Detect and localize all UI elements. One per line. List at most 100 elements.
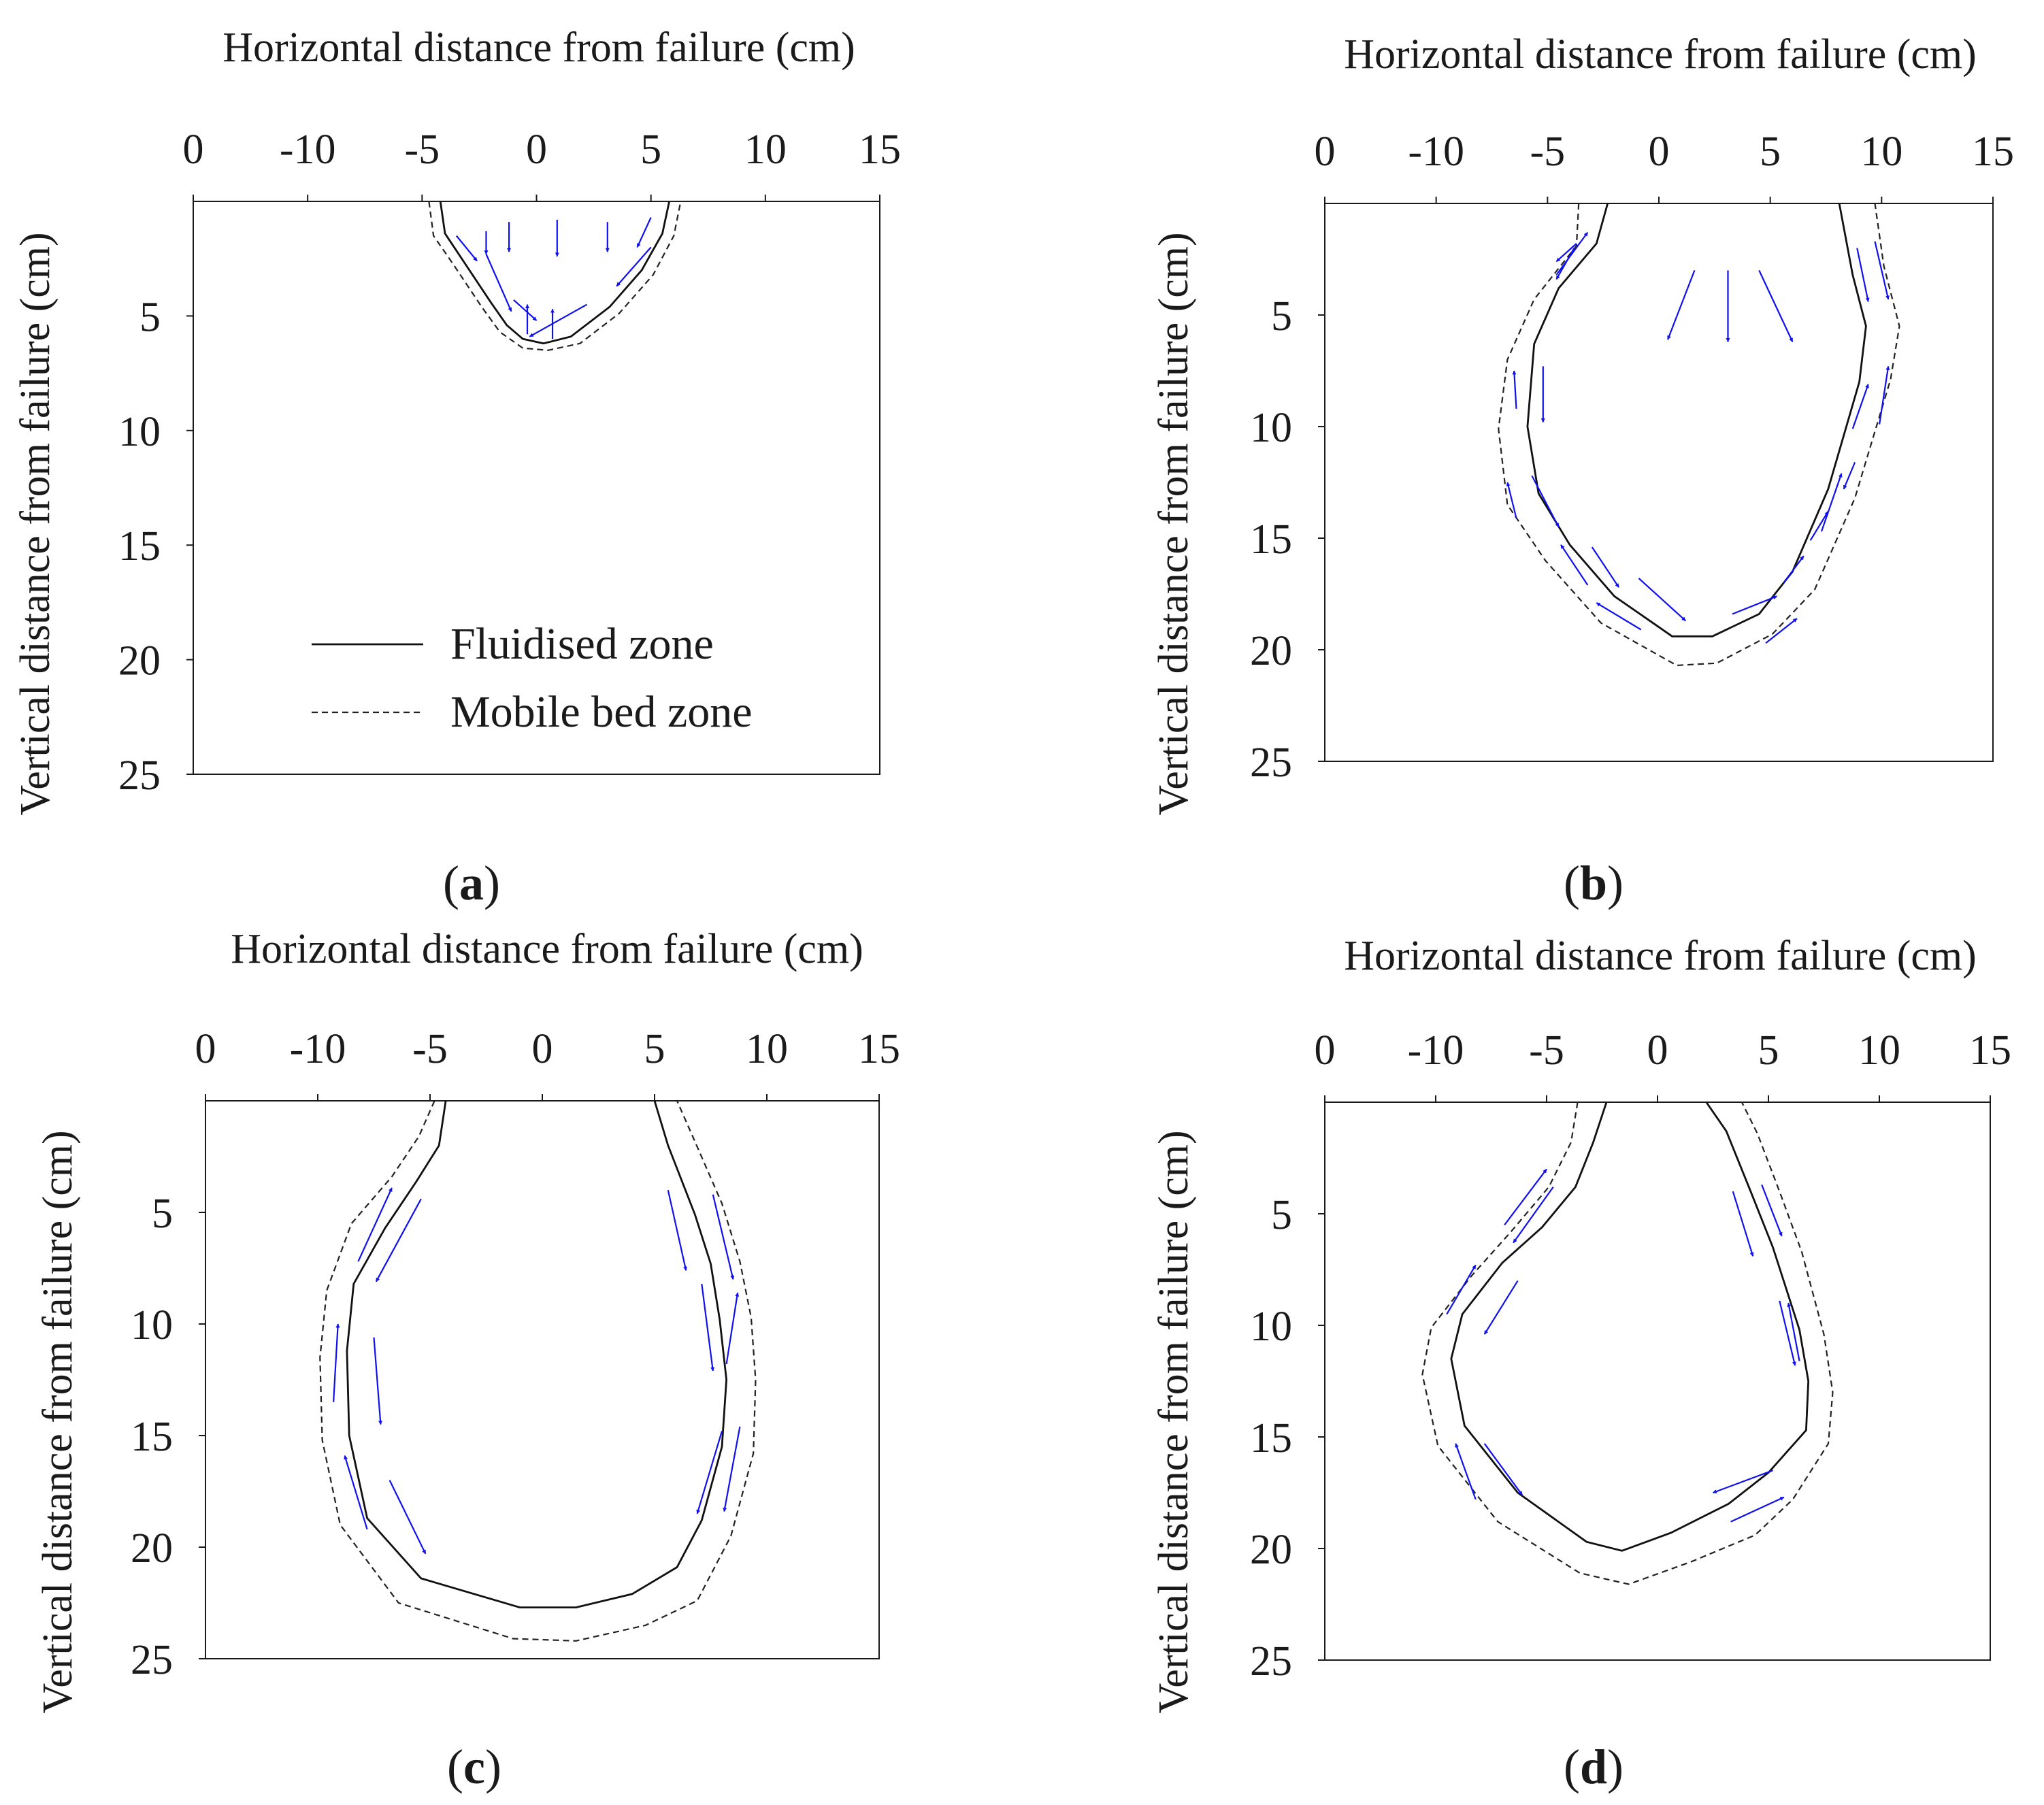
flow-arrows: [333, 1187, 741, 1555]
plot-frame: [1324, 203, 1994, 762]
x-tick-label: 0: [195, 1026, 216, 1072]
flow-arrow: [1512, 370, 1517, 409]
x-tick-label: 15: [859, 127, 901, 173]
flow-arrow: [1730, 1496, 1785, 1523]
flow-arrow: [1851, 384, 1869, 429]
flow-arrow: [1843, 462, 1856, 490]
flow-arrow: [712, 1194, 735, 1280]
axis-ticks: [186, 195, 880, 775]
flow-arrow: [616, 246, 652, 287]
x-tick-label: -10: [1408, 129, 1464, 175]
flow-arrow: [696, 1431, 723, 1514]
flow-arrow: [357, 1187, 393, 1262]
y-tick-label: 10: [118, 409, 161, 455]
mobile-bed-zone-boundary: [428, 201, 682, 352]
panel-b: Horizontal distance from failure (cm) Ve…: [1151, 31, 2014, 910]
flow-arrow: [344, 1455, 368, 1530]
flow-arrow: [1555, 243, 1577, 263]
x-tick-label: -10: [290, 1026, 346, 1072]
x-tick-label: -5: [1529, 1027, 1564, 1074]
y-tick-label: 20: [118, 638, 161, 684]
flow-arrow: [1483, 1280, 1519, 1335]
flow-arrow: [1483, 1443, 1523, 1495]
x-tick-label: 0: [183, 127, 204, 173]
y-tick-labels: 5 10 15 20 25: [1250, 1192, 1292, 1685]
x-tick-label: -10: [280, 127, 336, 173]
x-tick-label: 5: [640, 127, 661, 173]
x-tick-labels: 0 -10 -5 0 5 10 15: [1315, 1027, 2012, 1074]
flow-arrow: [333, 1323, 340, 1402]
flow-arrow: [1732, 595, 1778, 615]
x-tick-label: 0: [1647, 1027, 1668, 1074]
flow-arrow: [1504, 1168, 1547, 1226]
x-tick-label: 5: [1760, 129, 1781, 175]
flow-arrow: [375, 1198, 422, 1282]
y-tick-label: 15: [131, 1414, 173, 1460]
x-tick-label: 10: [744, 127, 787, 173]
x-tick-label: -10: [1408, 1027, 1464, 1074]
flow-arrow: [1560, 544, 1589, 586]
flow-arrow: [1531, 475, 1560, 528]
plot-frame: [1324, 1102, 1991, 1661]
x-tick-label: 10: [746, 1026, 788, 1072]
x-tick-label: 10: [1858, 1027, 1900, 1074]
flow-arrow: [1455, 1443, 1477, 1500]
axis-ticks: [1318, 197, 1994, 762]
y-tick-label: 20: [1250, 1527, 1292, 1573]
y-tick-label: 15: [1250, 1415, 1292, 1461]
flow-arrow: [389, 1480, 427, 1555]
flow-arrow: [725, 1292, 740, 1365]
mobile-bed-zone-boundary: [1421, 1102, 1834, 1585]
flow-arrows: [455, 217, 652, 340]
y-tick-label: 5: [139, 294, 161, 340]
flow-arrow: [455, 235, 478, 262]
x-tick-label: 10: [1860, 129, 1902, 175]
flow-arrow: [667, 1189, 687, 1271]
flow-arrow: [1761, 1185, 1783, 1237]
flow-arrow: [1506, 482, 1517, 518]
y-tick-label: 20: [131, 1525, 173, 1572]
flow-arrow: [1787, 1302, 1800, 1361]
y-tick-label: 25: [131, 1637, 173, 1683]
flow-arrow: [1555, 231, 1589, 276]
x-axis-title: Horizontal distance from failure (cm): [231, 926, 863, 972]
y-tick-label: 15: [118, 523, 161, 569]
flow-arrow: [1591, 546, 1620, 588]
x-tick-labels: 0 -10 -5 0 5 10 15: [183, 127, 902, 173]
flow-arrow: [1820, 473, 1843, 532]
caption-letter: d: [1580, 1740, 1607, 1794]
x-tick-label: 15: [858, 1026, 900, 1072]
y-axis-title: Vertical distance from failure (cm): [35, 1130, 81, 1713]
flow-arrows: [1446, 1168, 1800, 1523]
flow-arrow: [1667, 270, 1696, 340]
y-axis-title: Vertical distance from failure (cm): [1151, 1130, 1197, 1713]
panel-a: Horizontal distance from failure (cm) Ve…: [12, 24, 901, 910]
flow-arrow: [723, 1426, 741, 1512]
flow-arrow: [1874, 241, 1890, 300]
caption-letter: c: [463, 1740, 485, 1794]
axis-ticks: [1318, 1095, 1991, 1661]
x-axis-title: Horizontal distance from failure (cm): [222, 24, 855, 71]
flow-arrow: [485, 254, 512, 312]
flow-arrow: [1712, 1470, 1773, 1494]
y-tick-label: 15: [1250, 516, 1292, 563]
y-tick-label: 25: [1250, 740, 1292, 786]
flow-arrows: [1506, 231, 1890, 644]
y-tick-label: 25: [118, 752, 161, 799]
x-tick-label: -5: [412, 1026, 448, 1072]
y-tick-label: 10: [131, 1302, 173, 1348]
x-tick-labels: 0 -10 -5 0 5 10 15: [1315, 129, 2015, 175]
flow-arrow: [1879, 365, 1890, 425]
y-tick-label: 20: [1250, 628, 1292, 674]
fluidised-zone-boundary: [439, 201, 670, 345]
flow-arrow: [1596, 602, 1642, 631]
y-tick-label: 25: [1250, 1638, 1292, 1685]
mobile-bed-zone-boundary: [319, 1100, 757, 1642]
x-tick-label: 5: [644, 1026, 665, 1072]
flow-arrow: [513, 299, 538, 321]
flow-arrow: [1765, 618, 1798, 644]
x-axis-title: Horizontal distance from failure (cm): [1344, 933, 1977, 979]
x-tick-label: 0: [1315, 1027, 1336, 1074]
flow-arrow: [636, 217, 652, 248]
